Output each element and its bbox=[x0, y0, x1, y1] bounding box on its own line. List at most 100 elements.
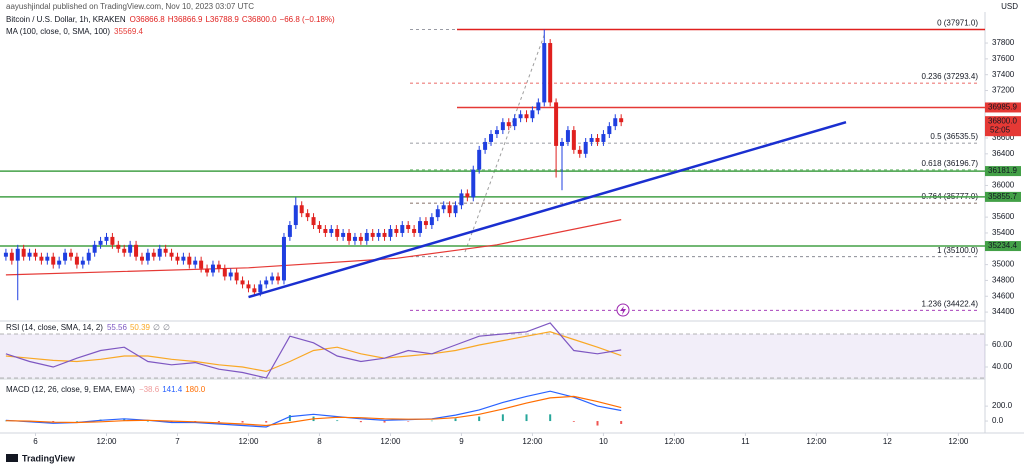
candle-body bbox=[305, 213, 310, 218]
candle-body bbox=[110, 236, 115, 245]
candle-body bbox=[276, 276, 281, 281]
candle-body bbox=[216, 264, 221, 269]
x-tick-label: 7 bbox=[175, 437, 180, 446]
ma-name: MA (100, close, 0, SMA, 100) bbox=[6, 27, 110, 36]
histogram-bar bbox=[75, 421, 78, 422]
candle-body bbox=[394, 228, 399, 233]
candle-body bbox=[429, 217, 434, 226]
x-tick-label: 12:00 bbox=[664, 437, 685, 446]
ohlc-value: C36800.0 bbox=[242, 15, 277, 24]
histogram-bar bbox=[241, 421, 244, 423]
candle-body bbox=[323, 228, 328, 233]
candle-body bbox=[441, 205, 446, 210]
fib-label: 0.5 (36535.5) bbox=[930, 132, 978, 141]
candle-body bbox=[151, 252, 156, 257]
candle-body bbox=[63, 252, 68, 261]
y-tick-label: 36000 bbox=[992, 181, 1015, 190]
candle-body bbox=[483, 141, 488, 150]
price-label-box bbox=[985, 191, 1021, 202]
histogram-bar bbox=[620, 421, 623, 424]
candle-body bbox=[512, 118, 517, 127]
ohlc-value: −66.8 (−0.18%) bbox=[280, 15, 335, 24]
candle-body bbox=[388, 228, 393, 237]
candle-body bbox=[400, 225, 405, 233]
candle-body bbox=[506, 122, 511, 127]
y-tick-label: 35400 bbox=[992, 228, 1015, 237]
candle-body bbox=[370, 232, 375, 237]
candle-body bbox=[92, 244, 97, 253]
candle-body bbox=[163, 248, 168, 253]
macd-value: 141.4 bbox=[162, 385, 183, 394]
candle-body bbox=[33, 252, 38, 257]
candle-body bbox=[252, 288, 257, 293]
candle-body bbox=[548, 43, 553, 103]
candle-body bbox=[80, 260, 85, 265]
candle-body bbox=[447, 205, 452, 214]
candle-body bbox=[187, 256, 192, 265]
candle-body bbox=[134, 244, 139, 257]
rsi-title: RSI (14, close, SMA, 14, 2) bbox=[6, 323, 103, 332]
candle-body bbox=[175, 256, 180, 261]
candle-body bbox=[281, 236, 286, 281]
candle-body bbox=[560, 141, 565, 146]
candle-body bbox=[565, 130, 570, 142]
rsi-band bbox=[0, 334, 985, 378]
plot: 6 12:00 7 12:00 8 12:00 9 12:00 10 12:00 11 12:00 12… bbox=[0, 19, 1021, 446]
y-tick-label: 37400 bbox=[992, 70, 1015, 79]
candle-body bbox=[116, 244, 121, 249]
histogram-bar bbox=[336, 420, 339, 422]
indicator-line bbox=[5, 395, 622, 427]
candle-body bbox=[412, 228, 417, 233]
candle-body bbox=[139, 256, 144, 261]
candle-body bbox=[329, 228, 334, 233]
y-tick-label: 37800 bbox=[992, 38, 1015, 47]
x-tick-label: 8 bbox=[317, 437, 322, 446]
rsi-pane bbox=[0, 323, 985, 378]
candle-body bbox=[364, 232, 369, 241]
candle-body bbox=[459, 193, 464, 206]
ma-value: 35569.4 bbox=[114, 27, 143, 36]
macd-title: MACD (12, 26, close, 9, EMA, EMA) bbox=[6, 385, 135, 394]
candle-body bbox=[465, 193, 470, 198]
x-tick-label: 11 bbox=[741, 437, 750, 446]
candle-body bbox=[471, 169, 476, 198]
histogram-bar bbox=[454, 418, 457, 422]
candle-body bbox=[287, 225, 292, 237]
candle-body bbox=[15, 248, 20, 261]
histogram-bar bbox=[217, 421, 220, 423]
countdown: 52:05 bbox=[990, 125, 1011, 134]
x-tick-label: 12:00 bbox=[380, 437, 401, 446]
candle-body bbox=[335, 228, 340, 237]
candle-body bbox=[341, 232, 346, 237]
x-tick-label: 6 bbox=[33, 437, 38, 446]
y-tick-label: 34800 bbox=[992, 276, 1015, 285]
candle-body bbox=[382, 232, 387, 237]
price-label: 35855.7 bbox=[988, 192, 1017, 201]
x-tick-label: 12:00 bbox=[238, 437, 259, 446]
candle-body bbox=[228, 272, 233, 277]
x-tick-label: 12 bbox=[883, 437, 892, 446]
brand: TradingView bbox=[22, 453, 76, 463]
candle-body bbox=[554, 102, 559, 146]
histogram-bar bbox=[407, 421, 410, 422]
candle-body bbox=[222, 268, 227, 277]
candle-body bbox=[477, 149, 482, 170]
candle-body bbox=[104, 236, 109, 241]
candle-body bbox=[607, 126, 612, 135]
candle-body bbox=[234, 272, 239, 281]
ma-legend: MA (100, close, 0, SMA, 100) 35569.4 bbox=[6, 27, 144, 36]
candle-body bbox=[205, 268, 210, 273]
histogram-bar bbox=[549, 414, 552, 422]
candle-body bbox=[518, 114, 523, 119]
published: aayushjindal published on TradingView.co… bbox=[6, 2, 254, 11]
price-label: 35234.4 bbox=[988, 241, 1017, 250]
histogram-bar bbox=[359, 421, 362, 423]
candle-body bbox=[423, 221, 428, 226]
histogram-bar bbox=[170, 421, 173, 423]
histogram-bar bbox=[478, 416, 481, 422]
macd-legend: MACD (12, 26, close, 9, EMA, EMA) −38.6 14… bbox=[6, 385, 206, 394]
candle-body bbox=[347, 232, 352, 241]
y-tick-label: 36400 bbox=[992, 149, 1015, 158]
candle-body bbox=[9, 252, 14, 261]
y-tick-label: 0.0 bbox=[992, 416, 1004, 425]
